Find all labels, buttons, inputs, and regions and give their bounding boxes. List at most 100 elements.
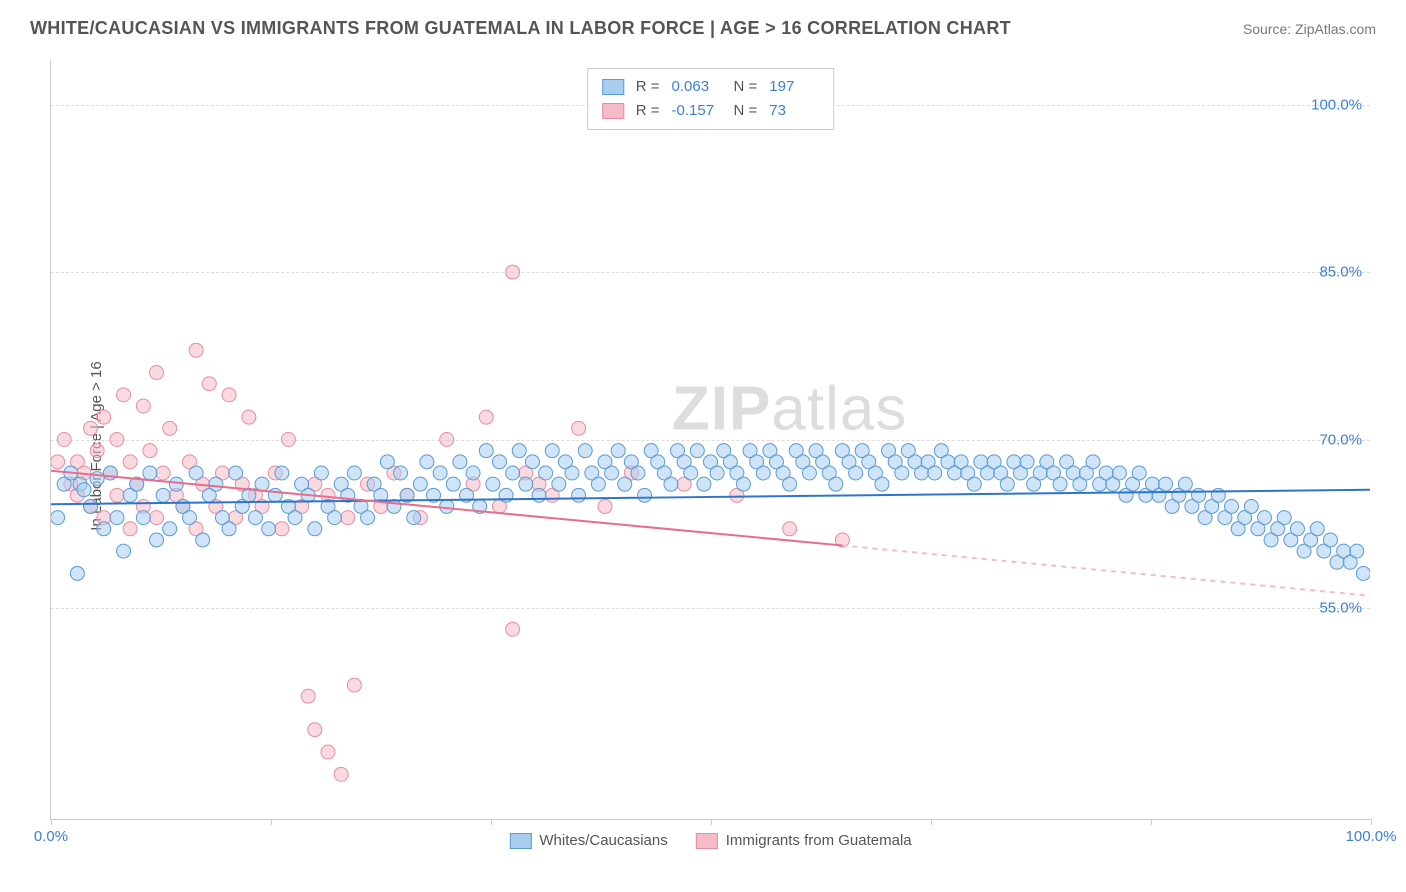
r-label: R =	[636, 75, 660, 99]
blue-point	[565, 466, 579, 480]
blue-point	[783, 477, 797, 491]
blue-point	[420, 455, 434, 469]
blue-point	[545, 444, 559, 458]
x-tick-mark	[51, 819, 52, 825]
blue-point	[440, 499, 454, 513]
blue-point	[512, 444, 526, 458]
blue-point	[525, 455, 539, 469]
pink-point	[110, 488, 124, 502]
blue-point	[1112, 466, 1126, 480]
blue-point	[1192, 488, 1206, 502]
blue-point	[143, 466, 157, 480]
blue-point	[209, 477, 223, 491]
stats-legend-box: R = 0.063 N = 197 R = -0.157 N = 73	[587, 68, 835, 130]
pink-point	[301, 689, 315, 703]
blue-point	[314, 466, 328, 480]
blue-point	[156, 488, 170, 502]
blue-point	[70, 566, 84, 580]
blue-point	[387, 499, 401, 513]
x-tick-mark	[491, 819, 492, 825]
blue-point	[1323, 533, 1337, 547]
pink-point	[479, 410, 493, 424]
pink-point	[123, 522, 137, 536]
pink-point	[321, 745, 335, 759]
stats-row-blue: R = 0.063 N = 197	[602, 75, 820, 99]
legend-label-blue: Whites/Caucasians	[539, 832, 667, 849]
n-label: N =	[734, 75, 758, 99]
swatch-pink	[602, 103, 624, 119]
x-tick-label: 100.0%	[1346, 828, 1397, 845]
blue-point	[169, 477, 183, 491]
pink-point	[275, 522, 289, 536]
legend-label-pink: Immigrants from Guatemala	[726, 832, 912, 849]
pink-point	[143, 444, 157, 458]
blue-point	[413, 477, 427, 491]
blue-point	[262, 522, 276, 536]
blue-point	[433, 466, 447, 480]
pink-point	[156, 466, 170, 480]
blue-point	[1356, 566, 1370, 580]
blue-point	[697, 477, 711, 491]
legend-item-blue: Whites/Caucasians	[509, 832, 667, 849]
blue-point	[189, 466, 203, 480]
blue-point	[347, 466, 361, 480]
chart-source: Source: ZipAtlas.com	[1243, 21, 1376, 37]
r-value-blue: 0.063	[672, 75, 722, 99]
pink-point	[117, 388, 131, 402]
blue-point	[479, 444, 493, 458]
chart-plot-area: ZIPatlas 55.0%70.0%85.0%100.0% 0.0%100.0…	[50, 60, 1370, 820]
blue-point	[532, 488, 546, 502]
x-tick-mark	[1151, 819, 1152, 825]
blue-point	[150, 533, 164, 547]
blue-point	[605, 466, 619, 480]
blue-point	[229, 466, 243, 480]
blue-point	[248, 511, 262, 525]
blue-point	[361, 511, 375, 525]
blue-point	[492, 455, 506, 469]
series-legend: Whites/Caucasians Immigrants from Guatem…	[509, 832, 911, 849]
pink-point	[110, 433, 124, 447]
blue-point	[51, 511, 65, 525]
pink-point	[334, 767, 348, 781]
blue-point	[895, 466, 909, 480]
stats-row-pink: R = -0.157 N = 73	[602, 99, 820, 123]
blue-point	[196, 533, 210, 547]
blue-point	[486, 477, 500, 491]
blue-point	[394, 466, 408, 480]
blue-point	[690, 444, 704, 458]
pink-point	[90, 444, 104, 458]
blue-point	[268, 488, 282, 502]
x-tick-mark	[931, 819, 932, 825]
x-tick-label: 0.0%	[34, 828, 68, 845]
pink-point	[598, 499, 612, 513]
pink-point	[51, 455, 65, 469]
n-label: N =	[734, 99, 758, 123]
pink-point	[222, 388, 236, 402]
swatch-blue	[602, 79, 624, 95]
blue-point	[255, 477, 269, 491]
blue-point	[1310, 522, 1324, 536]
blue-point	[1159, 477, 1173, 491]
pink-point	[163, 421, 177, 435]
x-tick-mark	[711, 819, 712, 825]
pink-point	[150, 511, 164, 525]
blue-point	[1277, 511, 1291, 525]
blue-point	[664, 477, 678, 491]
blue-point	[618, 477, 632, 491]
blue-point	[163, 522, 177, 536]
chart-title: WHITE/CAUCASIAN VS IMMIGRANTS FROM GUATE…	[30, 18, 1011, 39]
blue-point	[136, 511, 150, 525]
blue-point	[1290, 522, 1304, 536]
blue-point	[1244, 499, 1258, 513]
blue-point	[736, 477, 750, 491]
blue-point	[802, 466, 816, 480]
swatch-blue	[509, 833, 531, 849]
blue-point	[103, 466, 117, 480]
blue-point	[611, 444, 625, 458]
blue-point	[288, 511, 302, 525]
x-tick-mark	[1371, 819, 1372, 825]
pink-point	[84, 421, 98, 435]
blue-point	[631, 466, 645, 480]
swatch-pink	[696, 833, 718, 849]
blue-point	[519, 477, 533, 491]
